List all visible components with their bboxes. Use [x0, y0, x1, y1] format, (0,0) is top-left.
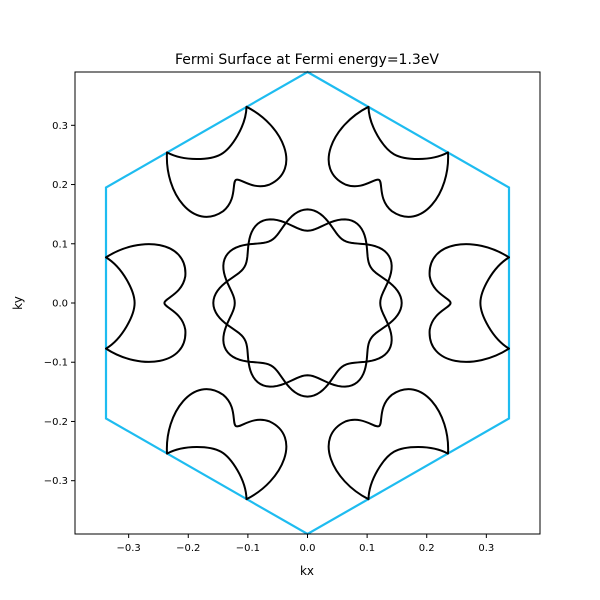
y-tick-label: 0.2: [52, 180, 68, 191]
y-tick-label: −0.1: [44, 358, 68, 369]
x-axis-label: kx: [300, 564, 314, 578]
y-tick-label: 0.1: [52, 239, 68, 250]
x-tick-label: −0.2: [176, 543, 200, 554]
y-tick-label: −0.3: [44, 476, 68, 487]
x-tick-label: −0.3: [117, 543, 141, 554]
x-tick-label: 0.0: [300, 543, 316, 554]
y-axis-label: ky: [11, 296, 25, 310]
outer-fermi-pocket-3: [165, 105, 288, 218]
plot-area: [104, 70, 511, 536]
outer-fermi-pocket-6: [327, 388, 450, 501]
outer-fermi-pocket-5: [165, 388, 288, 501]
y-axis-ticks: −0.3 −0.2 −0.1 0.0 0.1 0.2 0.3: [44, 121, 75, 487]
x-tick-label: 0.2: [419, 543, 435, 554]
y-tick-label: 0.0: [52, 299, 68, 310]
outer-fermi-pocket-4: [105, 243, 187, 363]
axes-frame: [74, 71, 541, 535]
y-tick-label: 0.3: [52, 121, 68, 132]
outer-fermi-pocket-1: [428, 243, 510, 363]
x-tick-label: 0.1: [359, 543, 375, 554]
outer-fermi-pocket-2: [327, 105, 450, 218]
central-fermi-pocket-1: [212, 218, 403, 388]
x-tick-label: −0.1: [236, 543, 260, 554]
x-axis-ticks: −0.3 −0.2 −0.1 0.0 0.1 0.2 0.3: [117, 534, 494, 554]
brillouin-zone-hexagon: [104, 70, 511, 536]
x-tick-label: 0.3: [478, 543, 494, 554]
chart-title: Fermi Surface at Fermi energy=1.3eV: [175, 52, 439, 68]
y-tick-label: −0.2: [44, 417, 68, 428]
central-fermi-pocket-2: [222, 208, 393, 398]
